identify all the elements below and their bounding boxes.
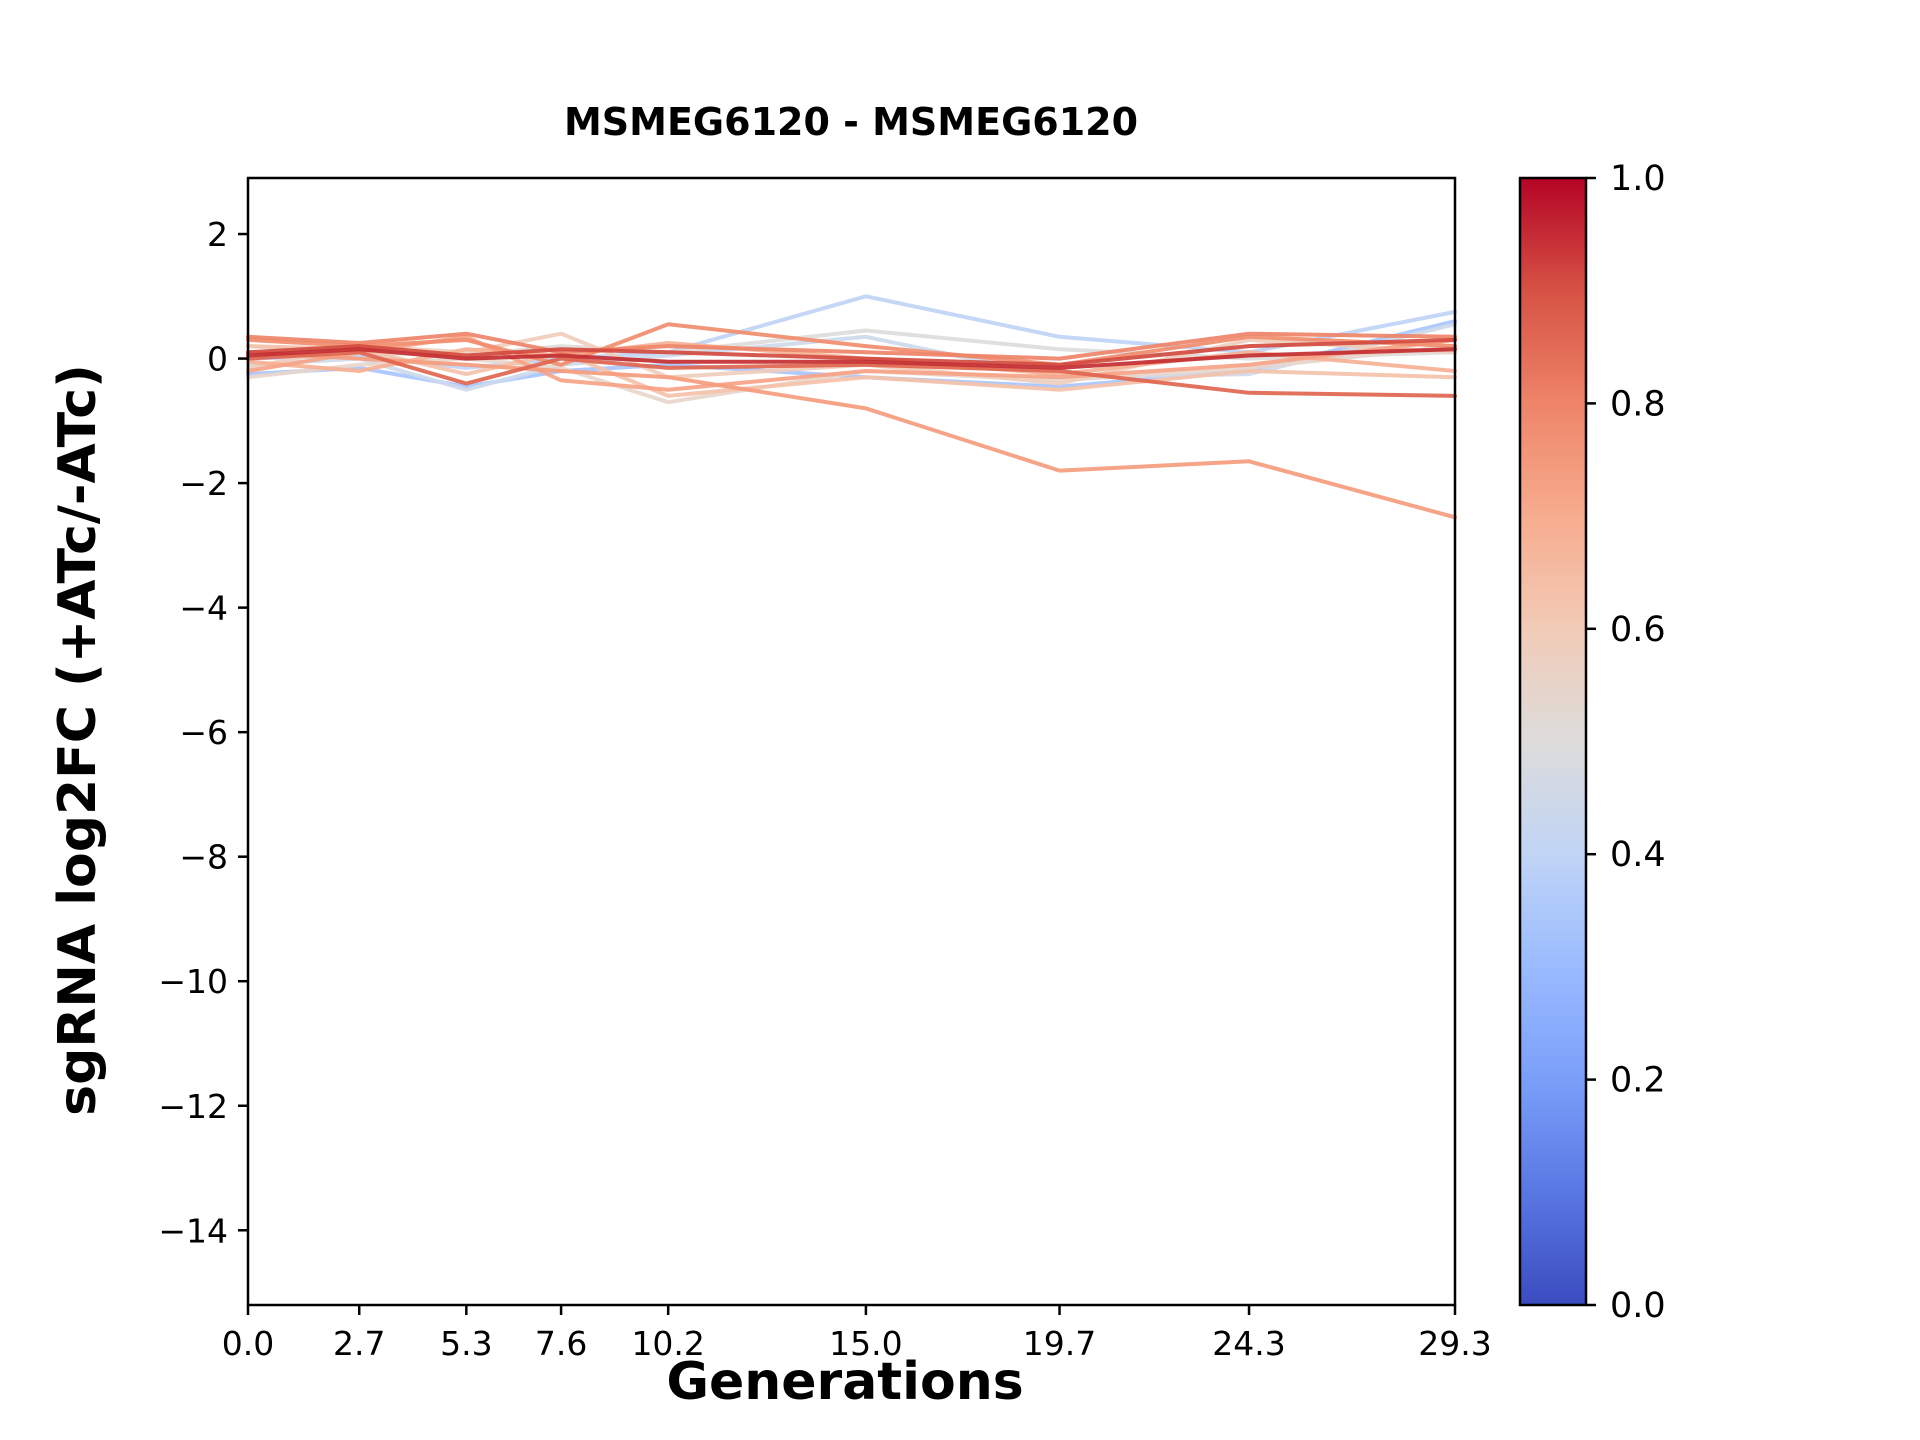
y-tick-label: −14 <box>158 1211 228 1250</box>
x-tick-label: 19.7 <box>1023 1324 1096 1363</box>
axes-frame <box>246 176 1457 1307</box>
x-tick-label: 29.3 <box>1418 1324 1491 1363</box>
x-tick-label: 10.2 <box>631 1324 704 1363</box>
y-tick-label: −10 <box>158 962 228 1001</box>
colorbar-tick-label: 0.6 <box>1610 610 1666 650</box>
colorbar-tick-label: 0.4 <box>1610 835 1666 875</box>
x-axis-label: Generations <box>666 1352 1024 1412</box>
series-line <box>246 344 1457 398</box>
y-tick-label: 0 <box>207 340 228 379</box>
y-tick-label: −12 <box>158 1087 228 1126</box>
x-tick-label: 7.6 <box>535 1324 587 1363</box>
x-tick-label: 15.0 <box>829 1324 902 1363</box>
y-tick-label: −6 <box>179 713 228 752</box>
y-tick-label: −4 <box>179 589 228 628</box>
y-tick-label: −8 <box>179 838 228 877</box>
series-line <box>246 337 1457 367</box>
colorbar-tick-label: 0.8 <box>1610 384 1666 424</box>
series-line <box>246 350 1457 398</box>
colorbar-frame <box>1518 176 1588 1307</box>
series-line <box>246 322 1457 367</box>
x-tick-label: 2.7 <box>333 1324 385 1363</box>
series-line <box>246 331 1457 361</box>
series-line <box>246 334 1457 392</box>
colorbar-tick-label: 1.0 <box>1610 159 1666 199</box>
chart-title: MSMEG6120 - MSMEG6120 <box>563 100 1139 144</box>
x-tick-label: 24.3 <box>1212 1324 1285 1363</box>
y-tick-label: −2 <box>179 464 228 503</box>
y-axis-label: sgRNA log2FC (+ATc/-ATc) <box>48 364 108 1116</box>
x-tick-label: 5.3 <box>440 1324 492 1363</box>
colorbar-tick-label: 0.0 <box>1610 1286 1666 1326</box>
colorbar-gradient <box>1520 178 1586 1305</box>
x-tick-label: 0.0 <box>222 1324 274 1363</box>
colorbar-tick-label: 0.2 <box>1610 1061 1666 1101</box>
series-line <box>246 322 1457 392</box>
y-tick-label: 2 <box>207 215 228 254</box>
series-line <box>246 347 1457 370</box>
